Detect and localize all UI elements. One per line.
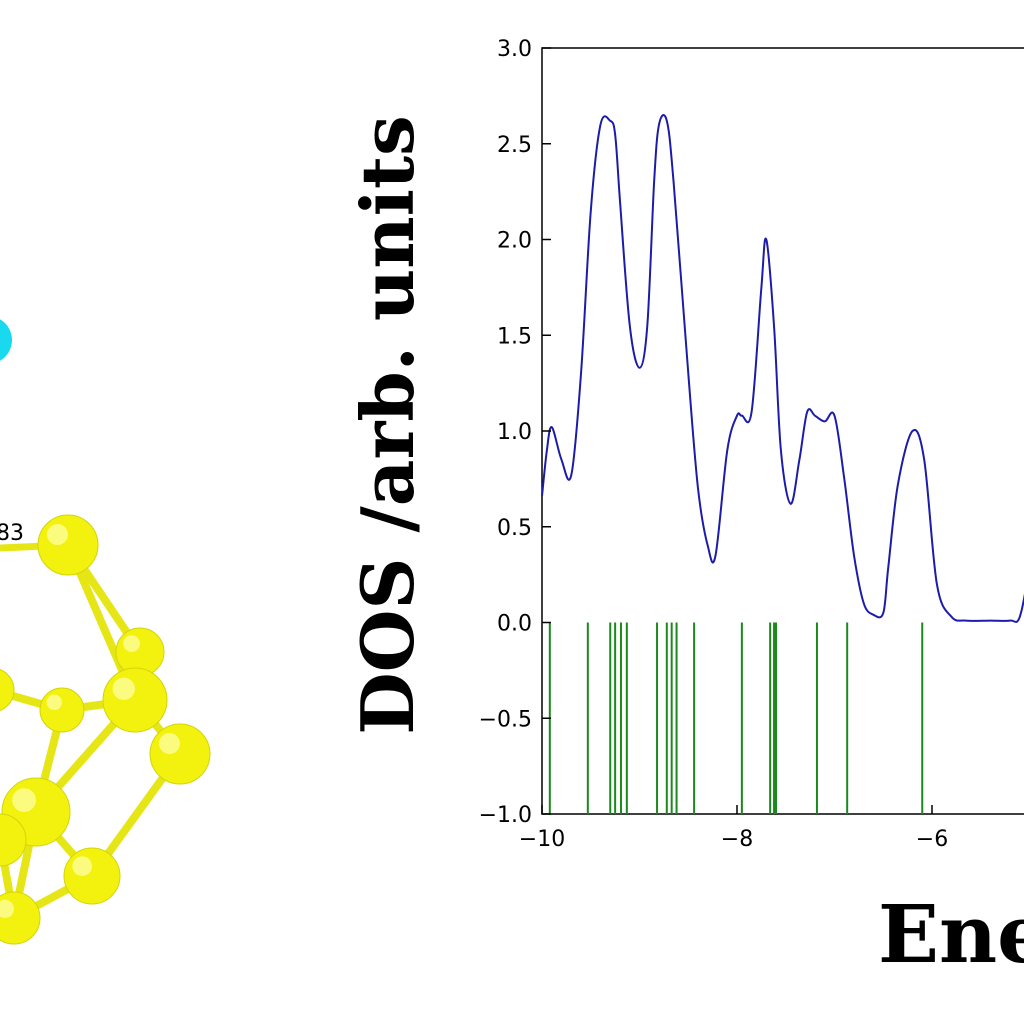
y-tick-label: 0.0 (497, 612, 532, 637)
atom-highlight (72, 856, 92, 876)
atom-highlight (159, 733, 180, 754)
atom (149, 723, 211, 785)
x-tick-label: −6 (916, 827, 948, 852)
y-tick-label: 0.5 (497, 516, 532, 541)
y-tick-label: 2.5 (497, 133, 532, 158)
atom (0, 891, 41, 945)
y-tick-label: 2.0 (497, 229, 532, 254)
y-tick-label: 1.5 (497, 324, 532, 349)
y-axis-ticks: 3.0 2.5 2.0 1.5 1.0 0.5 0.0 −0.5 −1.0 (479, 37, 551, 828)
atom (0, 813, 27, 867)
x-axis-title: Ene (878, 887, 1024, 981)
x-tick-label: −10 (519, 827, 565, 852)
dos-line (541, 114, 1024, 623)
atom-index-label: 83 (0, 521, 24, 546)
y-tick-label: −1.0 (479, 803, 532, 828)
cyan-atom-fragment (0, 319, 12, 361)
y-tick-label: 1.0 (497, 420, 532, 445)
atom-highlight (47, 524, 68, 545)
atom-highlight (46, 694, 62, 710)
x-axis-ticks: −10 −8 −6 (519, 805, 948, 852)
atom-highlight (12, 788, 36, 812)
dos-chart: 3.0 2.5 2.0 1.5 1.0 0.5 0.0 −0.5 −1.0 −10 −8 −6 DO… (345, 37, 1024, 981)
atom-highlight (112, 677, 135, 700)
atom-highlight (0, 899, 14, 918)
atom (39, 687, 85, 733)
atom (0, 668, 15, 712)
y-tick-label: −0.5 (479, 707, 532, 732)
atom (37, 514, 99, 576)
x-tick-label: −8 (721, 827, 753, 852)
molecule-structure: 83 (0, 319, 211, 945)
y-axis-title: DOS /arb. units (345, 115, 430, 734)
atom (102, 667, 168, 733)
eigenvalue-sticks (548, 622, 924, 814)
atom (63, 847, 121, 905)
y-tick-label: 3.0 (497, 37, 532, 62)
molecule-atoms (0, 514, 211, 945)
atom-highlight (123, 635, 140, 652)
